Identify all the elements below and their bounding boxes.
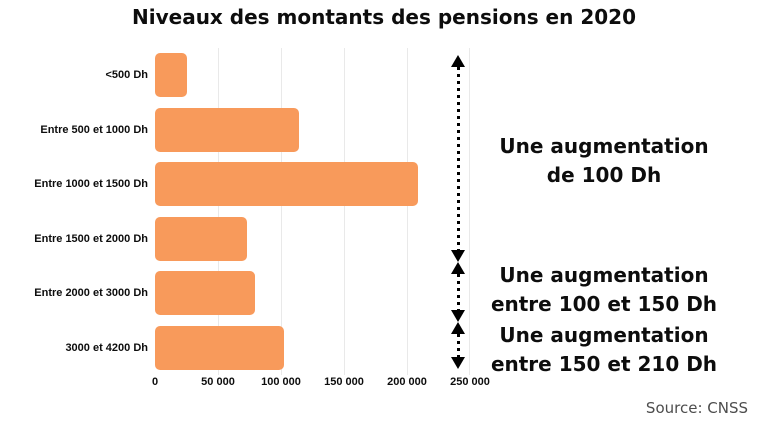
dotted-line — [456, 67, 460, 250]
arrow-up-icon — [451, 262, 465, 274]
gridline — [344, 48, 345, 375]
arrow-up-icon — [451, 55, 465, 67]
plot-area — [155, 48, 470, 375]
arrow-down-icon — [451, 310, 465, 322]
y-axis-label: Entre 2000 et 3000 Dh — [34, 286, 148, 299]
x-axis-tick: 100 000 — [261, 376, 301, 388]
bar-3000-4200 — [155, 326, 284, 370]
x-axis-tick: 200 000 — [387, 376, 427, 388]
gridline — [281, 48, 282, 375]
annotation-line: entre 150 et 210 Dh — [490, 352, 718, 376]
x-axis-tick: 50 000 — [201, 376, 235, 388]
annotation-line: Une augmentation — [499, 323, 709, 347]
bar-under-500 — [155, 53, 187, 97]
y-axis-label: 3000 et 4200 Dh — [65, 341, 148, 354]
gridline — [469, 48, 470, 375]
arrow-down-icon — [451, 357, 465, 369]
bar-1500-2000 — [155, 217, 247, 261]
arrow-down-icon — [451, 250, 465, 262]
annotation-line: de 100 Dh — [546, 163, 662, 187]
y-axis-label: <500 Dh — [105, 68, 149, 81]
bar-1000-1500 — [155, 162, 419, 206]
y-axis-label: Entre 1500 et 2000 Dh — [34, 232, 148, 245]
dotted-line — [456, 274, 460, 310]
bar-2000-3000 — [155, 271, 255, 315]
source-credit: Source: CNSS — [645, 399, 748, 417]
y-axis-label: Entre 1000 et 1500 Dh — [34, 177, 148, 190]
y-axis-label: Entre 500 et 1000 Dh — [40, 123, 148, 136]
x-axis-tick: 250 000 — [450, 376, 490, 388]
gridline — [218, 48, 219, 375]
annotation-increase-100-150: Une augmentation entre 100 et 150 Dh — [472, 261, 736, 319]
dotted-arrow-segment-3 — [450, 322, 466, 369]
x-axis-tick: 0 — [151, 376, 159, 388]
chart-title: Niveaux des montants des pensions en 202… — [132, 5, 636, 29]
dotted-arrow-segment-2 — [450, 262, 466, 322]
annotation-increase-100: Une augmentation de 100 Dh — [472, 132, 736, 190]
dotted-arrow-segment-1 — [450, 55, 466, 262]
bar-500-1000 — [155, 108, 299, 152]
x-axis-tick: 150 000 — [324, 376, 364, 388]
annotation-line: Une augmentation — [499, 263, 709, 287]
annotation-line: entre 100 et 150 Dh — [490, 292, 718, 316]
dotted-line — [456, 334, 460, 357]
arrow-up-icon — [451, 322, 465, 334]
annotation-line: Une augmentation — [499, 134, 709, 158]
annotation-increase-150-210: Une augmentation entre 150 et 210 Dh — [472, 321, 736, 379]
gridline — [407, 48, 408, 375]
